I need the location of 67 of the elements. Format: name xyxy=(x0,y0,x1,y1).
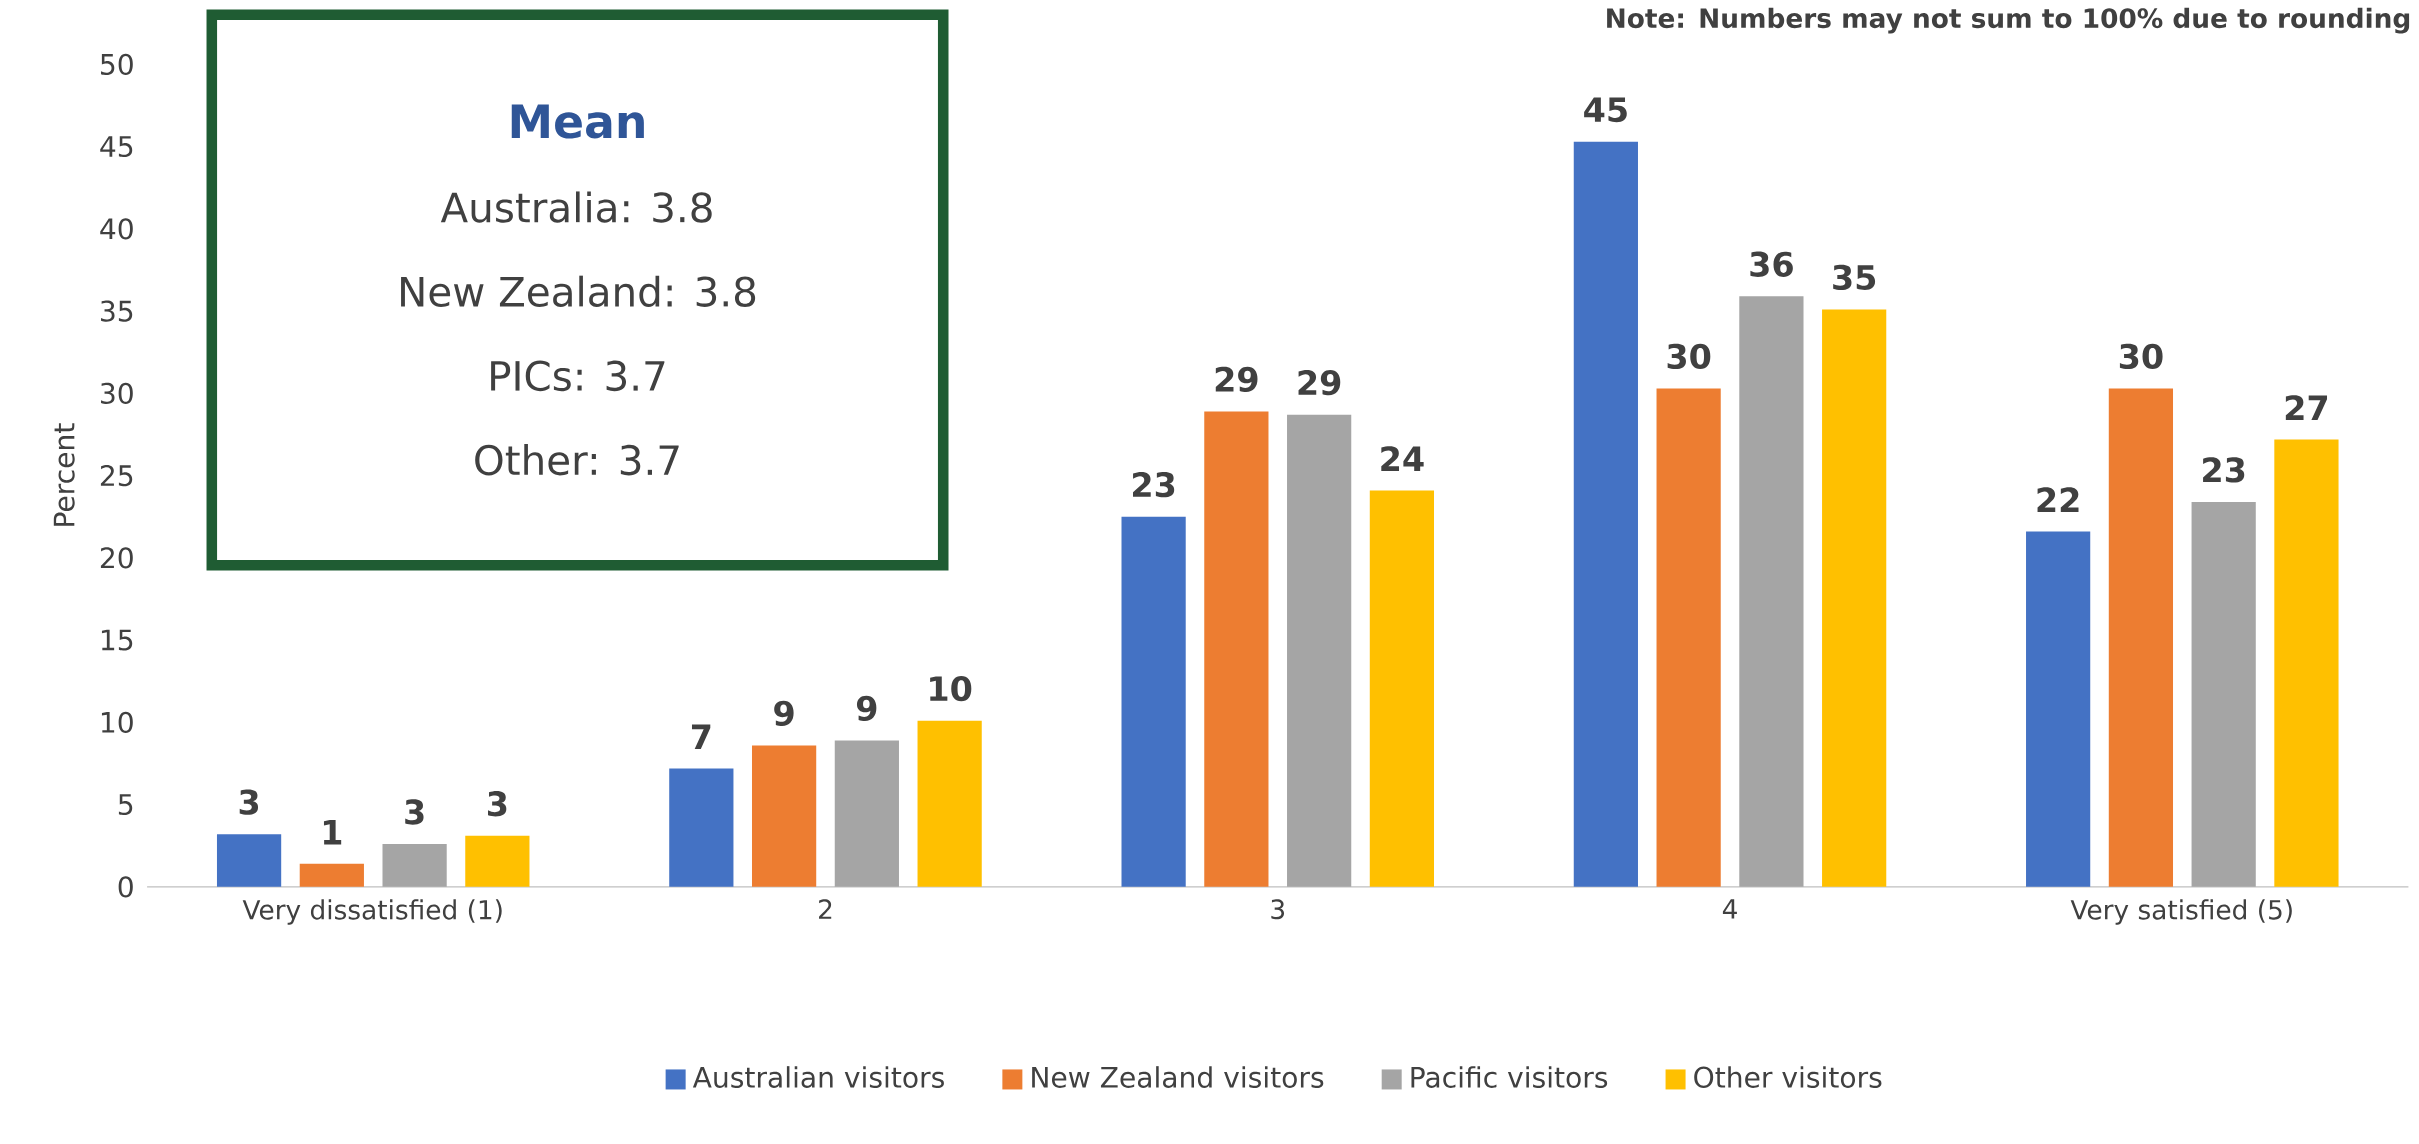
y-tick-label: 20 xyxy=(100,547,133,569)
annotation: New Zealand: 3.8 xyxy=(401,275,756,307)
bar xyxy=(1822,309,1887,887)
bar xyxy=(2026,531,2091,887)
x-tick-label: 4 xyxy=(1722,899,1737,919)
legend-label: Pacific visitors xyxy=(1411,1066,1608,1088)
bar xyxy=(1287,414,1352,887)
data-label: 29 xyxy=(1215,366,1258,393)
y-tick-label: 35 xyxy=(101,300,133,322)
y-tick-label: 0 xyxy=(118,876,133,898)
data-label: 35 xyxy=(1833,264,1876,291)
x-tick-label: 2 xyxy=(819,899,832,919)
bar xyxy=(382,844,447,887)
bar xyxy=(2108,388,2174,887)
data-label: 10 xyxy=(930,675,972,702)
y-tick-label: 40 xyxy=(100,218,133,240)
data-label: 3 xyxy=(405,799,424,825)
data-label: 23 xyxy=(1133,472,1175,498)
data-label: 9 xyxy=(856,695,877,722)
annotation: Australia: 3.8 xyxy=(440,191,712,223)
data-label: 1 xyxy=(323,820,342,845)
bar xyxy=(216,834,282,887)
data-label: 24 xyxy=(1381,446,1424,471)
bar xyxy=(2274,439,2339,887)
annotation: PICs: 3.7 xyxy=(491,360,665,392)
data-label: 7 xyxy=(691,724,711,749)
data-label: 22 xyxy=(2037,487,2079,513)
y-tick-label: 45 xyxy=(100,136,133,158)
bar xyxy=(917,720,982,887)
data-label: 30 xyxy=(2119,343,2163,370)
data-label: 30 xyxy=(1667,343,1711,370)
legend-label: Australian visitors xyxy=(692,1066,944,1088)
text: Note: Numbers may not sum to 100% due to rounding xyxy=(1607,7,2410,34)
bar xyxy=(1573,141,1638,887)
y-tick-label: 5 xyxy=(118,794,133,816)
data-label: 29 xyxy=(1298,370,1341,396)
x-tick-label: 3 xyxy=(1271,899,1285,920)
annotation: Other: 3.7 xyxy=(475,444,679,476)
data-label: 45 xyxy=(1584,97,1627,123)
y-tick-label: 50 xyxy=(101,53,133,76)
bar xyxy=(2191,501,2256,887)
y-tick-label: 30 xyxy=(101,382,133,404)
bar xyxy=(1369,490,1435,887)
bar xyxy=(1656,388,1721,887)
data-label: 27 xyxy=(2285,395,2328,420)
bar xyxy=(465,835,530,887)
bar xyxy=(752,745,817,887)
bar xyxy=(1739,296,1804,887)
data-label: 3 xyxy=(239,789,259,815)
bar xyxy=(299,863,364,887)
data-label: 9 xyxy=(774,700,794,726)
annotation: Mean xyxy=(511,104,644,139)
x-tick-label: Very dissatisfied (1) xyxy=(242,899,502,925)
y-axis-title: Percent xyxy=(53,423,75,526)
y-tick-label: 10 xyxy=(101,711,133,733)
legend-label: New Zealand visitors xyxy=(1032,1066,1324,1088)
bar xyxy=(1121,516,1186,887)
y-tick-label: 15 xyxy=(101,629,133,651)
y-tick-label: 25 xyxy=(100,464,133,487)
bar xyxy=(1204,411,1269,887)
data-label: 3 xyxy=(488,791,507,817)
legend-label: Other visitors xyxy=(1694,1066,1882,1088)
data-label: 36 xyxy=(1750,251,1793,277)
data-label: 23 xyxy=(2203,457,2245,483)
bar xyxy=(669,768,734,887)
x-tick-label: Very satisfied (5) xyxy=(2070,899,2292,925)
bar xyxy=(834,740,899,887)
